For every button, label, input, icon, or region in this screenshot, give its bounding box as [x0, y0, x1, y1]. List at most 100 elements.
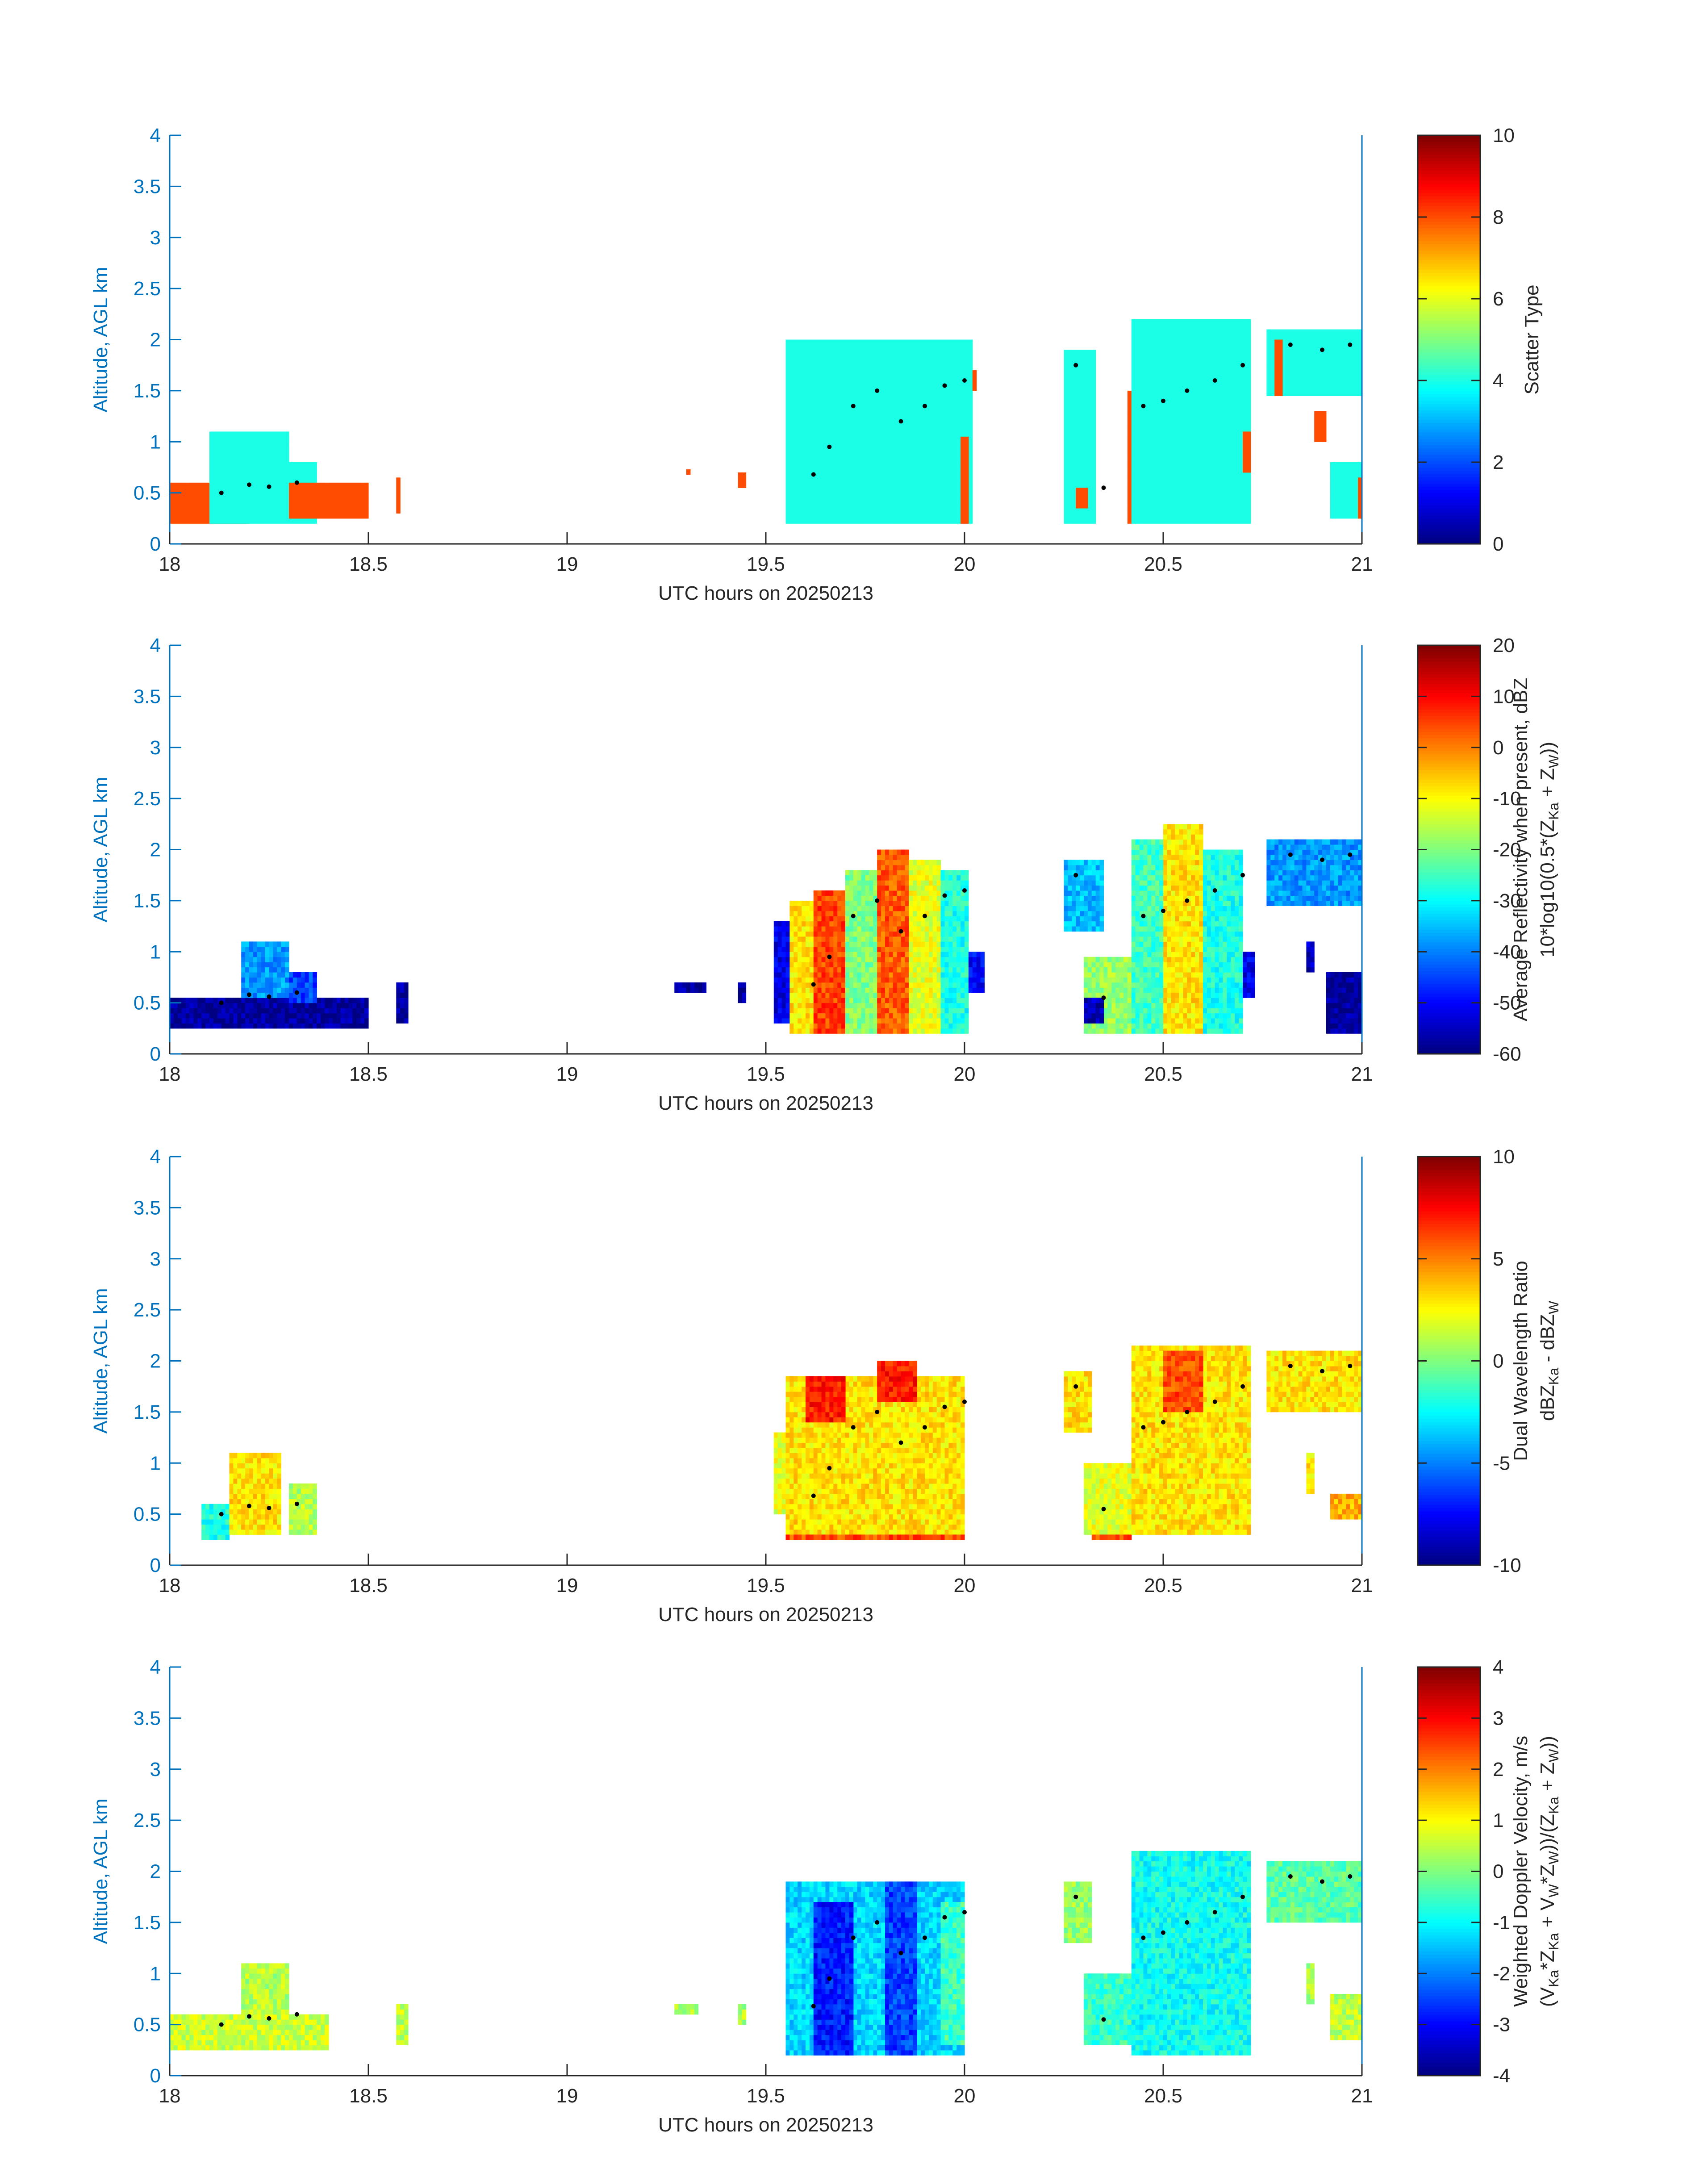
heatmap-cell	[952, 360, 957, 366]
heatmap-cell	[837, 411, 842, 417]
heatmap-cell	[825, 350, 830, 355]
heatmap-cell	[189, 513, 194, 519]
heatmap-cell	[889, 498, 894, 504]
heatmap-cell	[917, 411, 921, 417]
heatmap-cell	[1227, 401, 1231, 406]
heatmap-cell	[802, 431, 806, 437]
heatmap-cell	[802, 488, 806, 493]
heatmap-cell	[1302, 350, 1307, 355]
heatmap-cell	[1159, 462, 1164, 468]
heatmap-cell	[340, 498, 345, 504]
colorbar-step	[1418, 323, 1480, 327]
heatmap-cell	[305, 1003, 309, 1008]
heatmap-cell	[1139, 350, 1144, 355]
heatmap-cell	[849, 355, 854, 360]
heatmap-cell	[817, 431, 822, 437]
heatmap-cell	[257, 1013, 262, 1019]
heatmap-cell	[936, 350, 941, 355]
heatmap-cell	[960, 467, 965, 473]
heatmap-cell	[1191, 365, 1195, 371]
heatmap-cell	[1159, 467, 1164, 473]
heatmap-cell	[257, 447, 262, 452]
heatmap-cell	[1159, 472, 1164, 478]
heatmap-cell	[909, 442, 913, 447]
heatmap-cell	[233, 1023, 238, 1029]
heatmap-cell	[257, 1018, 262, 1024]
heatmap-cell	[1155, 324, 1160, 330]
heatmap-cell	[909, 498, 913, 504]
heatmap-cell	[865, 350, 869, 355]
heatmap-cell	[901, 513, 906, 519]
heatmap-cell	[1068, 498, 1072, 504]
heatmap-cell	[940, 421, 945, 427]
heatmap-cell	[925, 406, 929, 412]
heatmap-cell	[936, 452, 941, 458]
heatmap-cell	[909, 508, 913, 514]
heatmap-cell	[952, 365, 957, 371]
heatmap-cell	[1187, 472, 1191, 478]
heatmap-cell	[1143, 467, 1148, 473]
heatmap-cell	[1231, 426, 1235, 432]
heatmap-cell	[1143, 324, 1148, 330]
heatmap-cell	[209, 431, 214, 437]
heatmap-cell	[1155, 457, 1160, 463]
heatmap-cell	[940, 380, 945, 386]
heatmap-cell	[1266, 355, 1271, 360]
heatmap-cell	[1139, 375, 1144, 381]
heatmap-cell	[1064, 350, 1068, 355]
heatmap-cell	[285, 1003, 289, 1008]
heatmap-cell	[936, 493, 941, 498]
heatmap-cell	[928, 370, 933, 376]
heatmap-cell	[1139, 508, 1144, 514]
heatmap-cell	[1326, 344, 1331, 350]
heatmap-cell	[1175, 319, 1180, 325]
heatmap-cell	[1203, 467, 1207, 473]
heatmap-cell	[1358, 467, 1362, 473]
colorbar-step	[1418, 276, 1480, 280]
colorbar-step	[1418, 365, 1480, 369]
heatmap-cell	[1167, 390, 1172, 396]
heatmap-cell	[921, 350, 925, 355]
heatmap-cell	[1072, 518, 1076, 524]
heatmap-cell	[833, 406, 838, 412]
heatmap-cell	[793, 467, 798, 473]
heatmap-cell	[917, 401, 921, 406]
heatmap-cell	[336, 498, 341, 504]
heatmap-cell	[956, 421, 961, 427]
heatmap-cell	[1171, 416, 1176, 422]
heatmap-cell	[1203, 431, 1207, 437]
heatmap-cell	[356, 493, 361, 498]
heatmap-cell	[1298, 355, 1303, 360]
heatmap-cell	[1278, 375, 1283, 381]
heatmap-cell	[1084, 488, 1088, 493]
heatmap-cell	[1246, 339, 1251, 345]
heatmap-cell	[1282, 380, 1287, 386]
heatmap-cell	[364, 1018, 369, 1024]
heatmap-cell	[806, 350, 810, 355]
heatmap-cell	[1131, 482, 1136, 488]
heatmap-cell	[257, 477, 262, 483]
heatmap-cell	[889, 513, 894, 519]
heatmap-cell	[825, 426, 830, 432]
heatmap-cell	[1191, 350, 1195, 355]
heatmap-cell	[321, 488, 325, 493]
heatmap-cell	[913, 365, 917, 371]
heatmap-cell	[1163, 401, 1168, 406]
heatmap-cell	[1191, 457, 1195, 463]
heatmap-cell	[742, 472, 747, 478]
heatmap-cell	[1223, 513, 1227, 519]
heatmap-cell	[1187, 390, 1191, 396]
heatmap-cell	[1131, 324, 1136, 330]
heatmap-cell	[909, 355, 913, 360]
heatmap-cell	[336, 1003, 341, 1008]
heatmap-cell	[1239, 411, 1243, 417]
heatmap-cell	[833, 488, 838, 493]
heatmap-cell	[1326, 380, 1331, 386]
heatmap-cell	[332, 1013, 337, 1019]
heatmap-cell	[968, 498, 973, 504]
heatmap-cell	[1139, 488, 1144, 493]
heatmap-cell	[241, 488, 246, 493]
heatmap-cell	[265, 1023, 270, 1029]
heatmap-cell	[921, 344, 925, 350]
heatmap-cells	[170, 824, 1362, 1034]
